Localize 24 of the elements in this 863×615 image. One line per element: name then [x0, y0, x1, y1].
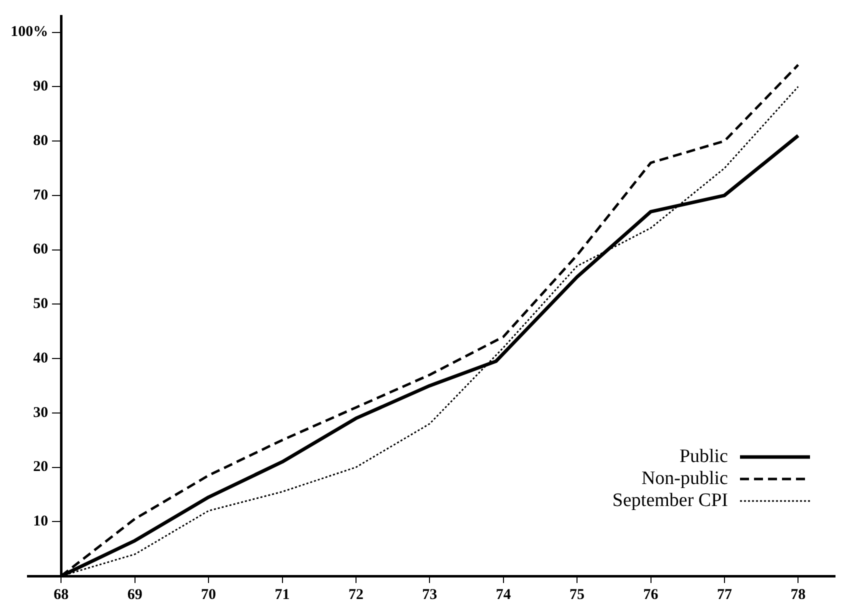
x-tick-label: 70 [201, 586, 216, 603]
y-tick-label: 40 [33, 350, 48, 366]
y-tick-label: 70 [33, 187, 48, 204]
x-tick-label: 77 [716, 586, 732, 603]
x-tick-label: 78 [790, 586, 806, 603]
y-tick-label: 90 [33, 78, 48, 95]
y-tick-label: 50 [33, 296, 48, 312]
y-tick-label: 100% [10, 24, 48, 40]
y-tick-label: 10 [33, 514, 48, 530]
x-tick-label: 72 [348, 586, 364, 603]
y-tick-label: 60 [33, 242, 48, 258]
x-tick-label: 71 [274, 586, 290, 603]
legend-label: September CPI [612, 490, 728, 512]
y-tick-label: 30 [33, 404, 48, 421]
y-tick-label: 20 [33, 459, 48, 476]
x-tick-label: 74 [496, 586, 512, 603]
x-tick-label: 76 [643, 586, 659, 603]
legend-label: Public [678, 446, 728, 468]
x-tick-label: 69 [127, 586, 142, 603]
y-tick-label: 80 [33, 132, 48, 149]
x-tick-label: 68 [54, 586, 69, 603]
x-tick-label: 75 [570, 586, 585, 603]
x-tick-label: 73 [422, 586, 438, 603]
legend-label: Non-public [640, 468, 728, 490]
